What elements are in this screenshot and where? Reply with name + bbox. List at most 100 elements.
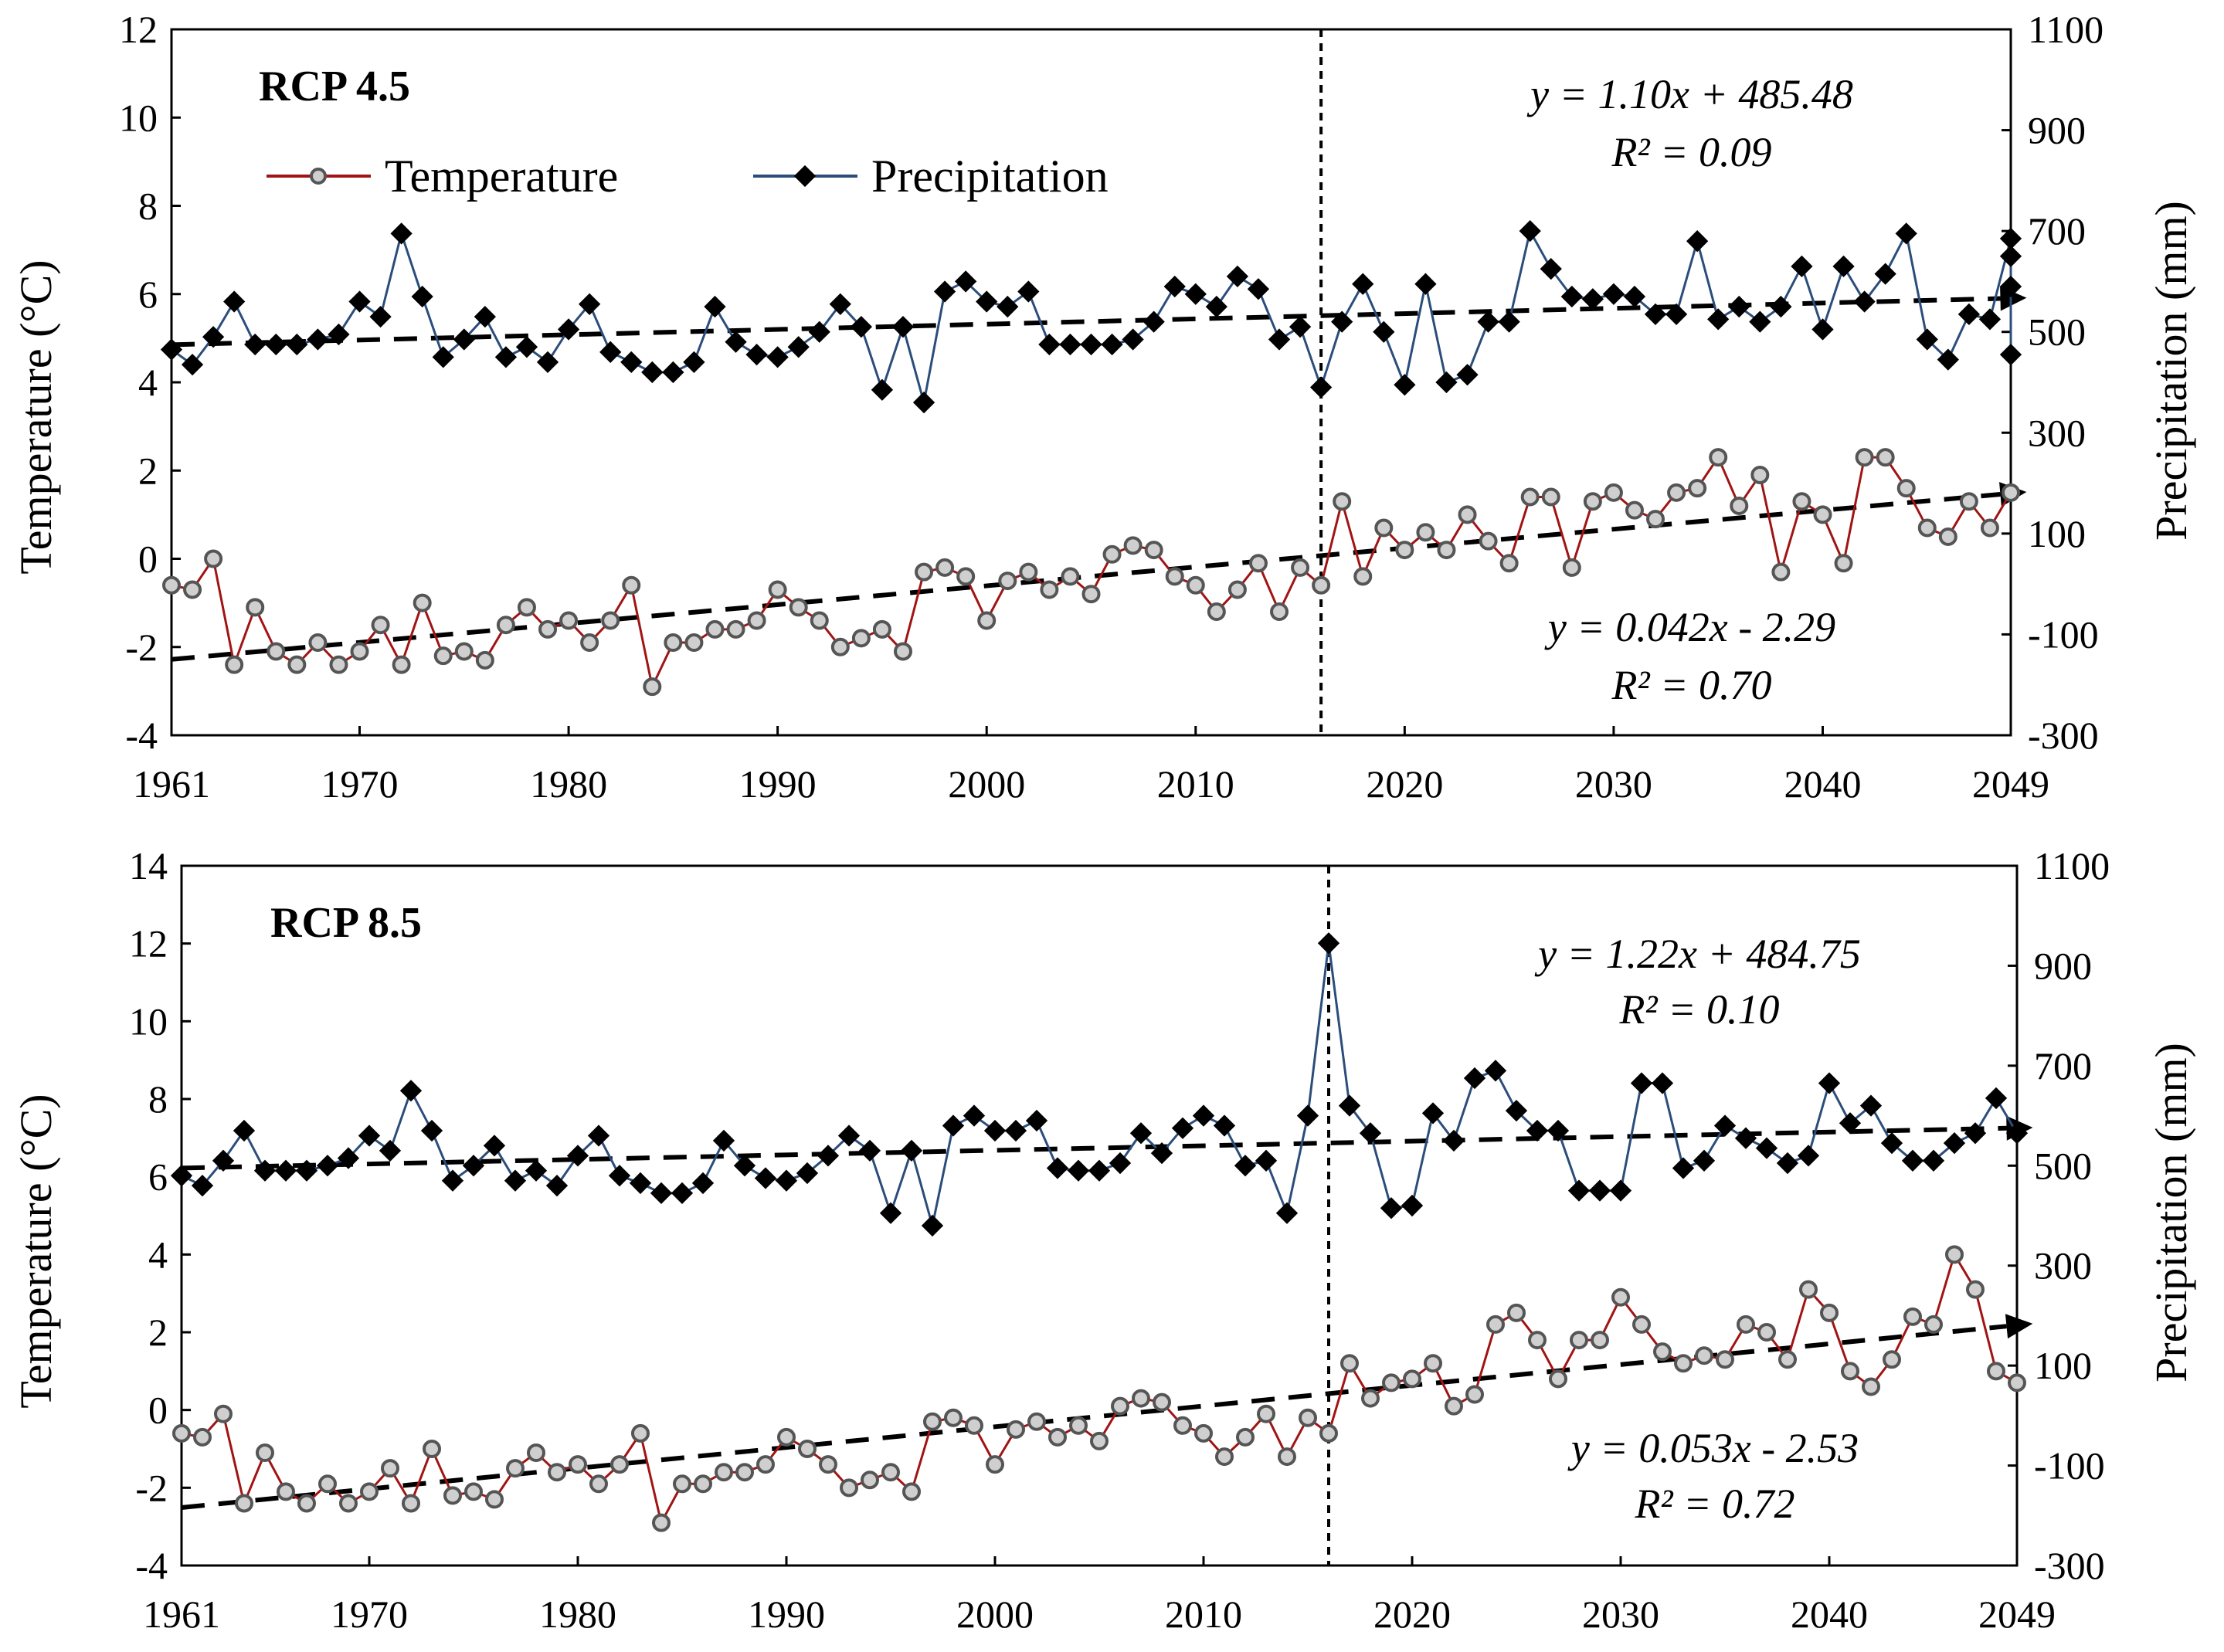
temperature-point: [1792, 492, 1811, 511]
precipitation-point: [1038, 333, 1061, 356]
y-tick-label-right: -100: [2034, 1444, 2105, 1487]
temperature-point: [1248, 554, 1268, 573]
precipitation-point: [1143, 310, 1165, 333]
y-tick-label-left: -2: [125, 626, 158, 669]
x-tick-label: 1961: [143, 1593, 220, 1636]
precipitation-point: [1255, 1149, 1278, 1172]
temperature-point: [694, 1474, 712, 1494]
precipitation-point: [745, 343, 768, 366]
precipitation-point: [1213, 1114, 1236, 1137]
precipitation-point: [181, 354, 204, 376]
temperature-point: [798, 1440, 817, 1458]
precipitation-point: [1776, 1152, 1799, 1175]
y-tick-label-left: 14: [129, 844, 168, 887]
temperature-point: [977, 611, 997, 630]
temperature-point: [538, 619, 558, 639]
temperature-point: [652, 1513, 671, 1532]
precipitation-point: [754, 1167, 777, 1189]
temperature-point: [747, 611, 766, 630]
precipitation-point: [1421, 1102, 1445, 1125]
temperature-point: [1361, 1389, 1380, 1408]
temperature-point: [935, 558, 955, 577]
temperature-point: [1549, 1369, 1567, 1389]
precipitation-point: [1526, 1119, 1549, 1142]
y-tick-label-right: 500: [2034, 1144, 2092, 1187]
precipitation-point: [441, 1169, 464, 1192]
temperature-point: [246, 598, 265, 617]
y-tick-label-right: 100: [2034, 1344, 2092, 1387]
precipitation-point: [775, 1169, 798, 1192]
temperature-point: [506, 1459, 525, 1478]
precipitation-trend-equation: y = 1.22x + 484.75: [1534, 931, 1861, 977]
precipitation-point: [1484, 1060, 1507, 1082]
precipitation-point: [1519, 220, 1541, 243]
temperature-point: [1153, 1392, 1171, 1412]
temperature-point: [902, 1482, 921, 1501]
precipitation-point: [858, 1139, 881, 1162]
precipitation-point: [1067, 1159, 1090, 1182]
temperature-point: [485, 1490, 504, 1509]
precipitation-point: [1985, 1087, 2008, 1110]
temperature-point: [464, 1482, 483, 1501]
precipitation-point: [1797, 1145, 1820, 1167]
precipitation-point: [1623, 285, 1646, 308]
precipitation-point: [691, 1172, 715, 1195]
precipitation-point: [1442, 1129, 1465, 1152]
precipitation-trend-r2: R² = 0.10: [1618, 986, 1779, 1033]
x-tick-label: 1990: [739, 762, 817, 806]
legend: Temperature Precipitation: [267, 151, 1109, 202]
x-tick-label: 2030: [1582, 1593, 1659, 1636]
temperature-point: [622, 575, 641, 595]
temperature-point: [1458, 505, 1477, 524]
precipitation-point: [462, 1155, 485, 1177]
precipitation-point: [328, 323, 350, 346]
temperature-point: [1437, 541, 1456, 560]
temperature-trend-equation: y = 0.053x - 2.53: [1567, 1425, 1859, 1471]
temperature-point: [256, 1443, 274, 1463]
precipitation-point: [348, 290, 371, 313]
precipitation-point: [1373, 321, 1395, 343]
temperature-trend-equation: y = 0.042x - 2.29: [1544, 604, 1835, 650]
precipitation-point: [787, 336, 810, 358]
precipitation-point: [1880, 1132, 1903, 1155]
precipitation-point: [295, 1159, 318, 1182]
temperature-point: [1987, 1362, 2005, 1381]
y-tick-label-left: 2: [148, 1311, 168, 1354]
temperature-point: [777, 1427, 796, 1447]
precipitation-point: [1937, 348, 1959, 371]
temperature-point: [1403, 1369, 1421, 1389]
precipitation-point: [1184, 283, 1207, 305]
precipitation-point: [379, 1139, 402, 1162]
precipitation-point: [871, 378, 894, 401]
precipitation-point: [1129, 1122, 1153, 1145]
temperature-point: [923, 1412, 942, 1431]
temperature-point: [1395, 541, 1414, 560]
precipitation-point: [1059, 333, 1081, 356]
temperature-point: [956, 567, 976, 586]
temperature-point: [1903, 1307, 1922, 1326]
precipitation-point: [1999, 275, 2022, 298]
temperature-point: [705, 619, 725, 639]
temperature-point: [1604, 483, 1623, 502]
temperature-point: [402, 1494, 420, 1513]
temperature-point: [1813, 505, 1832, 524]
precipitation-point: [1414, 273, 1437, 295]
temperature-point: [664, 633, 683, 653]
y-tick-label-right: 700: [2028, 209, 2086, 253]
temperature-point: [1966, 1280, 1985, 1299]
precipitation-point: [1025, 1109, 1048, 1132]
temperature-point: [1333, 492, 1352, 511]
temperature-point: [1646, 510, 1665, 529]
precipitation-point: [1268, 328, 1291, 351]
temperature-point: [1730, 496, 1749, 515]
precipitation-point: [1401, 1194, 1424, 1217]
precipitation-point: [358, 1125, 381, 1147]
temperature-point: [2002, 483, 2020, 502]
temperature-trend-r2: R² = 0.70: [1611, 662, 1771, 708]
temperature-point: [381, 1459, 399, 1478]
precipitation-point: [545, 1175, 569, 1197]
temperature-point: [1445, 1396, 1463, 1416]
temperature-point: [998, 572, 1017, 591]
temperature-point: [944, 1408, 963, 1427]
precipitation-point: [1588, 1179, 1611, 1202]
